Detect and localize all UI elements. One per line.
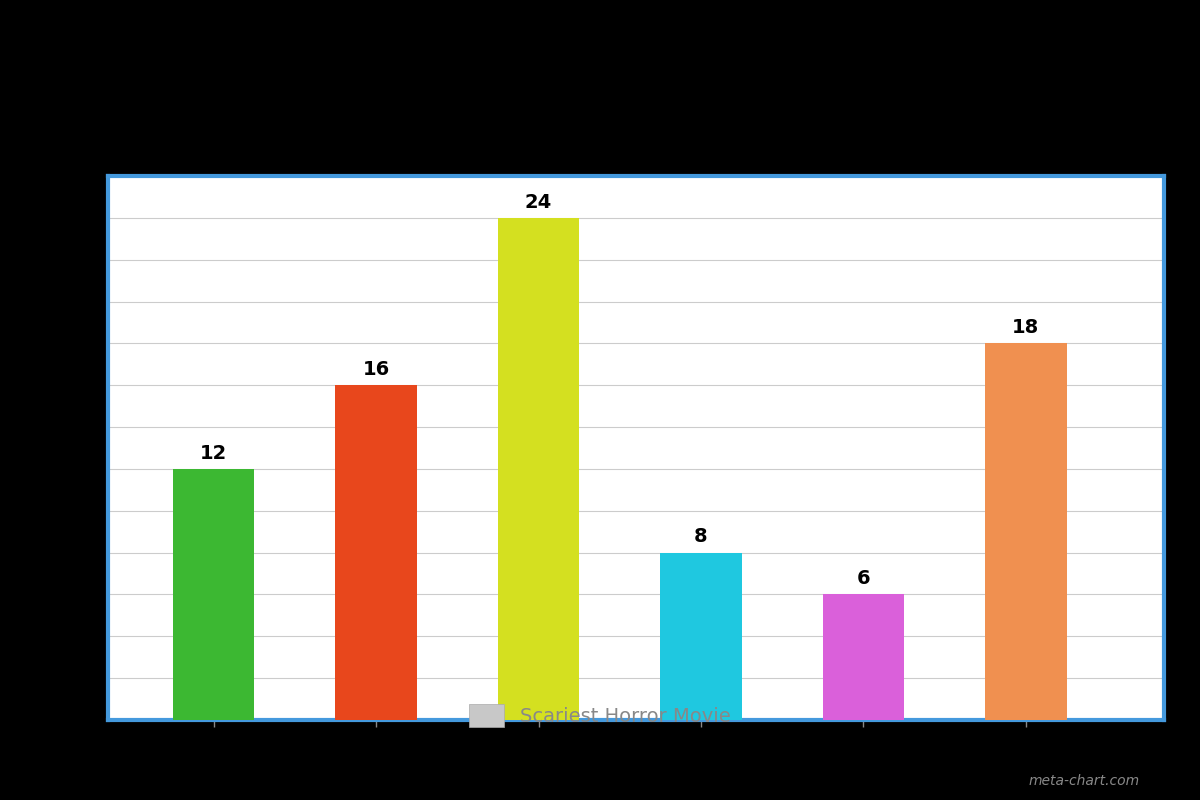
- Text: 18: 18: [1013, 318, 1039, 337]
- Text: 6: 6: [857, 569, 870, 588]
- Text: 24: 24: [524, 193, 552, 211]
- Bar: [498, 218, 580, 720]
- Bar: [173, 469, 254, 720]
- Bar: [985, 343, 1067, 720]
- Bar: [336, 386, 416, 720]
- Legend: Scariest Horror Movie: Scariest Horror Movie: [462, 696, 738, 734]
- Text: 16: 16: [362, 360, 390, 379]
- Text: meta-chart.com: meta-chart.com: [1028, 774, 1140, 788]
- Text: 8: 8: [694, 527, 708, 546]
- Text: 12: 12: [200, 444, 227, 462]
- Bar: [823, 594, 904, 720]
- Bar: [660, 553, 742, 720]
